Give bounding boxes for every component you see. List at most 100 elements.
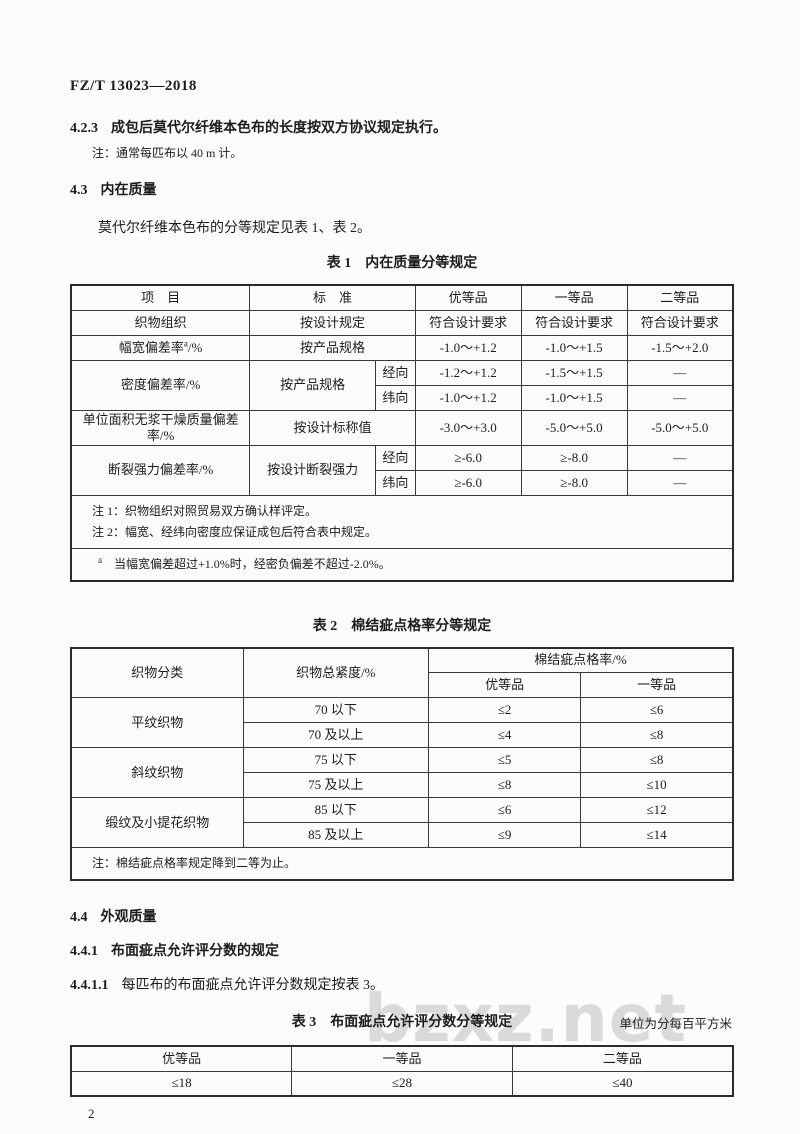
table3-caption-label: 表 3 bbox=[291, 1015, 317, 1030]
table3-defect-scores: 优等品 一等品 二等品 ≤18 ≤28 ≤40 bbox=[70, 1045, 734, 1097]
table2-neps-defects: 织物分类 织物总紧度/% 棉结疵点格率/% 优等品 一等品 平纹织物 70 以下… bbox=[70, 646, 734, 881]
cell-direction: 纬向 bbox=[375, 469, 416, 496]
table1-col-item: 项 目 bbox=[70, 284, 251, 311]
footnote-marker: a bbox=[183, 338, 188, 349]
cell-grade2: ≤14 bbox=[580, 822, 734, 848]
cell-grade1: -1.0～+1.2 bbox=[414, 334, 522, 361]
cell-grade1: -1.0～+1.2 bbox=[414, 384, 522, 411]
cell-item: 单位面积无浆干燥质量偏差率/% bbox=[70, 409, 251, 446]
cell-grade1: ≤8 bbox=[427, 772, 582, 798]
table1-notes-row: 注 1：织物组织对照贸易双方确认样评定。 注 2：幅宽、经纬向密度应保证成包后符… bbox=[70, 494, 734, 549]
table2-col-grade1: 优等品 bbox=[427, 672, 582, 698]
cell-grade2: ≤8 bbox=[580, 747, 734, 773]
cell-grade1: ≤2 bbox=[427, 697, 582, 723]
cell-grade2: ≥-8.0 bbox=[520, 444, 628, 471]
table3-value-row: ≤18 ≤28 ≤40 bbox=[70, 1070, 734, 1097]
table3-caption-title: 布面疵点允许评分数分等规定 bbox=[330, 1015, 513, 1030]
table2-row-plain-1: 平纹织物 70 以下 ≤2 ≤6 bbox=[70, 697, 734, 748]
cell-grade1: ≥-6.0 bbox=[414, 469, 522, 496]
table1-caption-title: 内在质量分等规定 bbox=[365, 256, 478, 271]
cell-item: 密度偏差率/% bbox=[70, 359, 251, 411]
table1-col-grade3: 二等品 bbox=[626, 284, 734, 311]
table3-header-row: 优等品 一等品 二等品 bbox=[70, 1045, 734, 1072]
cell-category: 平纹织物 bbox=[70, 697, 244, 748]
clause-number: 4.4 bbox=[70, 910, 88, 925]
cell-grade3: -5.0～+5.0 bbox=[626, 409, 734, 446]
cell-grade3-value: ≤40 bbox=[511, 1070, 734, 1097]
watermark: bzxz.net bbox=[364, 980, 688, 1057]
footnote-marker: a bbox=[98, 554, 102, 565]
table1-col-grade1: 优等品 bbox=[414, 284, 522, 311]
item-text: 幅宽偏差率 bbox=[118, 339, 184, 355]
cell-grade2: ≤8 bbox=[580, 722, 734, 748]
cell-grade3: -1.5～+2.0 bbox=[626, 334, 734, 361]
table1-row-strength-warp: 断裂强力偏差率/% 按设计断裂强力 经向 ≥-6.0 ≥-8.0 — bbox=[70, 444, 734, 496]
table2-col-grade2: 一等品 bbox=[580, 672, 734, 698]
cell-grade2: -1.0～+1.5 bbox=[520, 334, 628, 361]
cell-category: 斜纹织物 bbox=[70, 747, 244, 798]
cell-grade1: 符合设计要求 bbox=[414, 309, 522, 336]
cell-grade3: — bbox=[626, 359, 734, 386]
cell-tightness: 75 及以上 bbox=[242, 772, 429, 798]
table2-note: 注：棉结疵点格率规定降到二等为止。 bbox=[70, 847, 734, 881]
cell-tightness: 70 及以上 bbox=[242, 722, 429, 748]
footnote-text: 当幅宽偏差超过+1.0%时，经密负偏差不超过-2.0%。 bbox=[102, 556, 391, 571]
cell-item: 织物组织 bbox=[70, 309, 251, 336]
table3-col-grade2: 一等品 bbox=[291, 1045, 513, 1072]
cell-direction: 经向 bbox=[375, 359, 416, 386]
cell-grade2: ≤6 bbox=[580, 697, 734, 723]
cell-grade2: -1.0～+1.5 bbox=[520, 384, 628, 411]
table2-header-row2: 优等品 一等品 bbox=[71, 672, 734, 698]
cell-direction: 经向 bbox=[375, 444, 416, 471]
table1-row-strength-weft: 纬向 ≥-6.0 ≥-8.0 — bbox=[71, 469, 734, 496]
cell-standard: 按设计规定 bbox=[249, 309, 416, 336]
table1-caption: 表 1 内在质量分等规定 bbox=[70, 252, 734, 272]
table2-caption-label: 表 2 bbox=[312, 618, 338, 634]
clause-4-4-1-1: 4.4.1.1 每匹布的布面疵点允许评分数规定按表 3。 bbox=[70, 976, 734, 995]
table2-col-tightness: 织物总紧度/% bbox=[242, 647, 429, 698]
table2-header-row1: 织物分类 织物总紧度/% 棉结疵点格率/% bbox=[70, 647, 734, 698]
cell-grade1: -3.0～+3.0 bbox=[414, 409, 522, 446]
clause-4-2-3: 4.2.3 成包后莫代尔纤维本色布的长度按双方协议规定执行。 bbox=[70, 119, 734, 138]
clause-text: 每匹布的布面疵点允许评分数规定按表 3。 bbox=[121, 978, 385, 993]
table2-row-satin-1: 缎纹及小提花织物 85 以下 ≤6 ≤12 bbox=[70, 797, 734, 848]
table1-caption-label: 表 1 bbox=[326, 256, 352, 271]
cell-standard: 按产品规格 bbox=[249, 359, 377, 411]
clause-4-4-1-heading: 4.4.1 布面疵点允许评分数的规定 bbox=[70, 942, 734, 961]
table2-col-span: 棉结疵点格率/% bbox=[427, 647, 734, 673]
cell-item: 幅宽偏差率a/% bbox=[70, 334, 251, 361]
clause-title: 内在质量 bbox=[100, 183, 157, 198]
table2-caption-title: 棉结疵点格率分等规定 bbox=[351, 618, 492, 634]
cell-direction: 纬向 bbox=[375, 384, 416, 411]
table3-col-grade1: 优等品 bbox=[70, 1045, 293, 1072]
table1-notes: 注 1：织物组织对照贸易双方确认样评定。 注 2：幅宽、经纬向密度应保证成包后符… bbox=[70, 494, 734, 549]
cell-grade2-value: ≤28 bbox=[291, 1070, 513, 1097]
cell-tightness: 85 以下 bbox=[242, 797, 429, 823]
cell-grade1: ≥-6.0 bbox=[414, 444, 522, 471]
cell-tightness: 70 以下 bbox=[242, 697, 429, 723]
table2-caption: 表 2 棉结疵点格率分等规定 bbox=[70, 615, 734, 635]
cell-grade2: -1.5～+1.5 bbox=[520, 359, 628, 386]
clause-4-3-paragraph: 莫代尔纤维本色布的分等规定见表 1、表 2。 bbox=[98, 221, 371, 236]
table3-col-grade3: 二等品 bbox=[511, 1045, 734, 1072]
table1-note2: 注 2：幅宽、经纬向密度应保证成包后符合表中规定。 bbox=[92, 524, 378, 539]
clause-4-2-3-note: 注：通常每匹布以 40 m 计。 bbox=[92, 146, 243, 160]
cell-grade1: ≤9 bbox=[427, 822, 582, 848]
table2-row-twill-1: 斜纹织物 75 以下 ≤5 ≤8 bbox=[70, 747, 734, 798]
cell-grade1: ≤6 bbox=[427, 797, 582, 823]
page-number: 2 bbox=[88, 1106, 95, 1121]
cell-grade2: -5.0～+5.0 bbox=[520, 409, 628, 446]
table2-row-satin-2: 85 及以上 ≤9 ≤14 bbox=[71, 822, 734, 848]
table2-row-twill-2: 75 及以上 ≤8 ≤10 bbox=[71, 772, 734, 798]
cell-item: 断裂强力偏差率/% bbox=[70, 444, 251, 496]
clause-4-4-heading: 4.4 外观质量 bbox=[70, 908, 734, 927]
table1-inner-quality: 项 目 标 准 优等品 一等品 二等品 织物组织 按设计规定 符合设计要求 符合… bbox=[70, 284, 734, 582]
standard-number-header: FZ/T 13023—2018 bbox=[70, 78, 197, 94]
table1-col-standard: 标 准 bbox=[249, 284, 416, 311]
cell-standard: 按设计标称值 bbox=[249, 409, 416, 446]
cell-tightness: 75 以下 bbox=[242, 747, 429, 773]
cell-grade2: ≤12 bbox=[580, 797, 734, 823]
cell-grade3: — bbox=[626, 469, 734, 496]
table2-row-plain-2: 70 及以上 ≤4 ≤8 bbox=[71, 722, 734, 748]
cell-grade2: 符合设计要求 bbox=[520, 309, 628, 336]
